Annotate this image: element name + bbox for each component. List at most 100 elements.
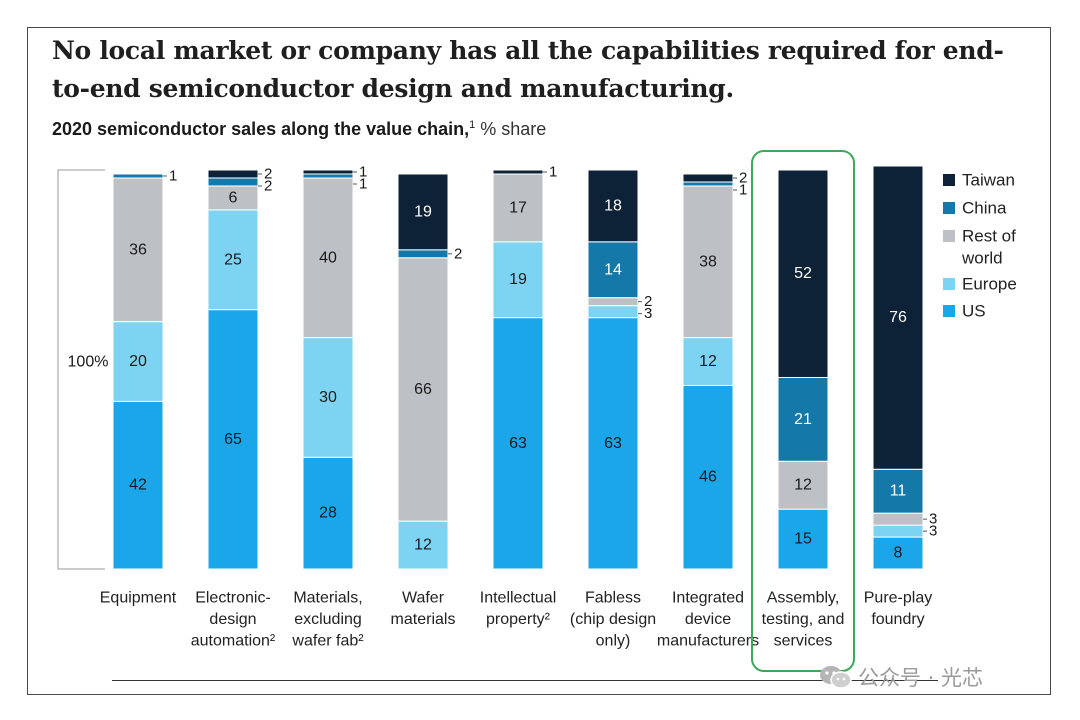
bar-materials-excluding-wafer-fab-taiwan bbox=[302, 169, 354, 175]
data-label-us: 63 bbox=[604, 435, 622, 452]
category-label: (chip design bbox=[570, 611, 656, 628]
data-label-europe: 12 bbox=[699, 353, 717, 370]
bottom-rule bbox=[112, 680, 938, 681]
bar-electronic-design-automation-europe bbox=[207, 209, 259, 311]
bar-wafer-materials-taiwan bbox=[397, 173, 449, 251]
data-label-taiwan: 19 bbox=[414, 203, 432, 220]
chart-subtitle: 2020 semiconductor sales along the value… bbox=[52, 119, 546, 140]
data-label-rest-of-world: 2 bbox=[644, 293, 652, 310]
subtitle-footnote: 1 bbox=[469, 119, 476, 131]
data-label-rest-of-world: 36 bbox=[129, 241, 147, 258]
data-label-europe: 19 bbox=[509, 271, 527, 288]
bar-materials-excluding-wafer-fab-china bbox=[302, 173, 354, 179]
data-label-china: 1 bbox=[739, 181, 747, 198]
axis-label-100: 100% bbox=[68, 354, 109, 371]
bar-electronic-design-automation-china bbox=[207, 177, 259, 187]
data-label-taiwan: 1 bbox=[359, 163, 367, 180]
bar-fabless-chip-design-only-taiwan bbox=[587, 169, 639, 243]
data-label-rest-of-world: 12 bbox=[794, 477, 812, 494]
data-label-taiwan: 52 bbox=[794, 265, 812, 282]
bar-integrated-device-manufacturers-taiwan bbox=[682, 173, 734, 183]
bar-pure-play-foundry-taiwan bbox=[872, 165, 924, 470]
category-label: Fabless bbox=[585, 590, 641, 607]
data-label-europe: 3 bbox=[644, 305, 652, 322]
category-label: testing, and bbox=[762, 611, 845, 628]
legend-swatch-rest-of-world bbox=[943, 230, 955, 242]
category-label: foundry bbox=[871, 611, 924, 628]
bar-materials-excluding-wafer-fab-rest-of-world bbox=[302, 177, 354, 339]
category-label: Pure-play bbox=[864, 590, 932, 607]
bar-integrated-device-manufacturers-us bbox=[682, 384, 734, 570]
data-label-china: 1 bbox=[169, 167, 177, 184]
bar-wafer-materials-china bbox=[397, 249, 449, 259]
data-label-taiwan: 1 bbox=[549, 163, 557, 180]
data-label-taiwan: 18 bbox=[604, 197, 622, 214]
data-label-europe: 20 bbox=[129, 353, 147, 370]
bar-intellectual-property-us bbox=[492, 317, 544, 570]
category-label: property² bbox=[486, 611, 551, 628]
category-label: Intellectual bbox=[480, 590, 557, 607]
data-label-rest-of-world: 40 bbox=[319, 249, 337, 266]
data-label-us: 63 bbox=[509, 435, 527, 452]
data-label-europe: 12 bbox=[414, 537, 432, 554]
watermark-text: 公众号 · 光芯 bbox=[858, 666, 984, 690]
data-label-us: 8 bbox=[894, 545, 903, 562]
bar-fabless-chip-design-only-china bbox=[587, 241, 639, 299]
highlight-box bbox=[751, 150, 855, 672]
category-label: Materials, bbox=[293, 590, 362, 607]
category-label: device bbox=[685, 611, 731, 628]
category-label: wafer fab² bbox=[291, 633, 364, 650]
category-label: services bbox=[774, 633, 833, 650]
data-label-china: 14 bbox=[604, 261, 622, 278]
chart-frame bbox=[27, 27, 1051, 695]
bar-integrated-device-manufacturers-europe bbox=[682, 337, 734, 386]
legend-label-taiwan: Taiwan bbox=[962, 171, 1015, 190]
category-label: Integrated bbox=[672, 590, 744, 607]
category-label: materials bbox=[391, 611, 456, 628]
bar-fabless-chip-design-only-us bbox=[587, 317, 639, 570]
bar-electronic-design-automation-taiwan bbox=[207, 169, 259, 179]
category-label: Assembly, bbox=[767, 590, 840, 607]
legend-swatch-us bbox=[943, 305, 955, 317]
category-label: Wafer bbox=[402, 590, 445, 607]
legend-label-china: China bbox=[962, 199, 1007, 218]
bar-pure-play-foundry-rest-of-world bbox=[872, 512, 924, 526]
bar-pure-play-foundry-europe bbox=[872, 524, 924, 538]
bar-pure-play-foundry-china bbox=[872, 468, 924, 514]
category-label: design bbox=[209, 611, 256, 628]
data-label-taiwan: 76 bbox=[889, 309, 907, 326]
data-label-us: 42 bbox=[129, 477, 147, 494]
data-label-us: 28 bbox=[319, 505, 337, 522]
legend-swatch-europe bbox=[943, 278, 955, 290]
data-label-europe: 30 bbox=[319, 389, 337, 406]
data-label-china: 1 bbox=[359, 175, 367, 192]
data-label-china: 11 bbox=[890, 483, 907, 500]
bar-electronic-design-automation-us bbox=[207, 309, 259, 570]
bar-pure-play-foundry-us bbox=[872, 536, 924, 570]
bar-integrated-device-manufacturers-china bbox=[682, 181, 734, 187]
bar-intellectual-property-europe bbox=[492, 241, 544, 319]
bar-materials-excluding-wafer-fab-us bbox=[302, 456, 354, 570]
bar-materials-excluding-wafer-fab-europe bbox=[302, 337, 354, 458]
bar-assembly-testing-and-services-taiwan bbox=[777, 169, 829, 378]
data-label-rest-of-world: 6 bbox=[229, 189, 238, 206]
data-label-europe: 3 bbox=[929, 523, 937, 540]
bar-fabless-chip-design-only-europe bbox=[587, 305, 639, 319]
category-label: manufacturers bbox=[657, 633, 759, 650]
data-label-china: 2 bbox=[264, 177, 272, 194]
data-label-china: 21 bbox=[794, 411, 812, 428]
legend-swatch-china bbox=[943, 202, 955, 214]
bar-assembly-testing-and-services-rest-of-world bbox=[777, 460, 829, 510]
bar-wafer-materials-rest-of-world bbox=[397, 257, 449, 522]
chart-title: No local market or company has all the c… bbox=[52, 36, 1004, 103]
data-label-us: 46 bbox=[699, 469, 717, 486]
data-label-taiwan: 2 bbox=[264, 165, 272, 182]
bar-equipment-china bbox=[112, 173, 164, 179]
subtitle-unit: % share bbox=[475, 119, 547, 139]
category-label: Electronic- bbox=[195, 590, 271, 607]
data-label-taiwan: 2 bbox=[739, 169, 747, 186]
category-label: only) bbox=[596, 633, 631, 650]
bar-intellectual-property-taiwan bbox=[492, 169, 544, 175]
bar-fabless-chip-design-only-rest-of-world bbox=[587, 297, 639, 307]
